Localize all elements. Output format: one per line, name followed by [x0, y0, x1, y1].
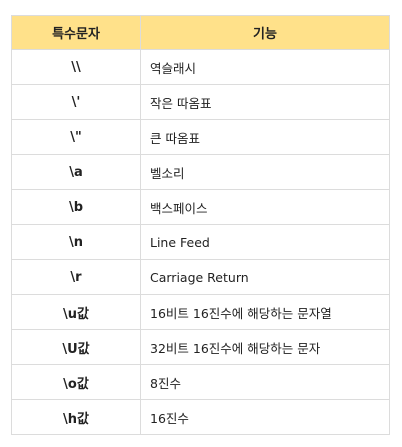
function-cell: Carriage Return [140, 259, 390, 295]
special-char-cell: \\ [11, 49, 141, 85]
special-char-cell: \b [11, 189, 141, 225]
special-char-cell: \u값 [11, 294, 141, 330]
function-cell: 16진수 [140, 399, 390, 435]
function-cell: 32비트 16진수에 해당하는 문자 [140, 329, 390, 365]
table-row: \h값 16진수 [11, 399, 390, 435]
table-body: \\ 역슬래시 \' 작은 따옴표 \" 큰 따옴표 \a 벨소리 \b 백스페… [11, 49, 390, 435]
table-row: \' 작은 따옴표 [11, 84, 390, 120]
table-row: \n Line Feed [11, 224, 390, 260]
table-row: \U값 32비트 16진수에 해당하는 문자 [11, 329, 390, 365]
special-char-cell: \h값 [11, 399, 141, 435]
table-row: \r Carriage Return [11, 259, 390, 295]
escape-sequence-table: 특수문자 기능 \\ 역슬래시 \' 작은 따옴표 \" 큰 따옴표 \a 벨소… [11, 15, 390, 435]
table-row: \u값 16비트 16진수에 해당하는 문자열 [11, 294, 390, 330]
special-char-cell: \o값 [11, 364, 141, 400]
function-cell: 16비트 16진수에 해당하는 문자열 [140, 294, 390, 330]
function-cell: 역슬래시 [140, 49, 390, 85]
function-cell: 벨소리 [140, 154, 390, 190]
special-char-cell: \' [11, 84, 141, 120]
function-cell: 작은 따옴표 [140, 84, 390, 120]
function-cell: Line Feed [140, 224, 390, 260]
table-row: \b 백스페이스 [11, 189, 390, 225]
special-char-cell: \" [11, 119, 141, 155]
function-cell: 백스페이스 [140, 189, 390, 225]
function-cell: 8진수 [140, 364, 390, 400]
header-function: 기능 [140, 15, 390, 50]
table-row: \\ 역슬래시 [11, 49, 390, 85]
special-char-cell: \a [11, 154, 141, 190]
table-row: \o값 8진수 [11, 364, 390, 400]
function-cell: 큰 따옴표 [140, 119, 390, 155]
table-header: 특수문자 기능 [11, 15, 390, 50]
table-row: \" 큰 따옴표 [11, 119, 390, 155]
special-char-cell: \n [11, 224, 141, 260]
special-char-cell: \U값 [11, 329, 141, 365]
table-row: \a 벨소리 [11, 154, 390, 190]
header-special-char: 특수문자 [11, 15, 141, 50]
special-char-cell: \r [11, 259, 141, 295]
header-row: 특수문자 기능 [11, 15, 390, 50]
